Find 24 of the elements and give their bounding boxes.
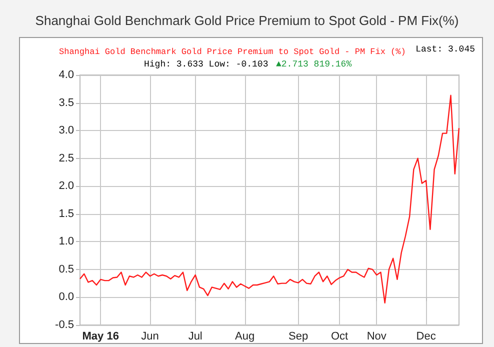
text: Last: 3.045 — [416, 44, 476, 54]
chart-title: Shanghai Gold Benchmark Gold Price Premium to Spot Gold - PM Fix(%) — [34, 13, 460, 28]
y-tick-label: 0.0 — [58, 291, 74, 304]
y-tick-label: 1.5 — [58, 208, 74, 220]
y-tick-label: -0.5 — [55, 319, 74, 331]
text: ▲2.713 819.16% — [276, 60, 352, 70]
x-tick-label: Jul — [188, 330, 202, 342]
x-tick-label: Dec — [416, 330, 436, 342]
x-tick-label: May 16 — [82, 330, 119, 342]
x-tick-label: Nov — [366, 330, 387, 342]
x-tick-label: Oct — [330, 330, 348, 342]
text: High: 3.633 Low: -0.103 — [144, 60, 268, 70]
y-tick-label: 2.0 — [58, 180, 74, 192]
y-tick-label: 3.5 — [58, 96, 74, 109]
y-tick-label: 3.0 — [58, 124, 74, 137]
x-tick-label: Jun — [141, 330, 159, 342]
y-tick-label: 4.0 — [58, 69, 74, 81]
x-tick-label: Sep — [288, 330, 308, 342]
y-tick-label: 2.5 — [58, 152, 74, 164]
line-series — [79, 94, 460, 304]
y-tick-label: 1.0 — [58, 236, 74, 248]
y-tick-label: 0.5 — [58, 263, 74, 276]
text: Shanghai Gold Benchmark Gold Price Premium to Spot Gold - PM Fix (%) — [59, 47, 406, 57]
x-tick-label: Aug — [234, 330, 255, 342]
